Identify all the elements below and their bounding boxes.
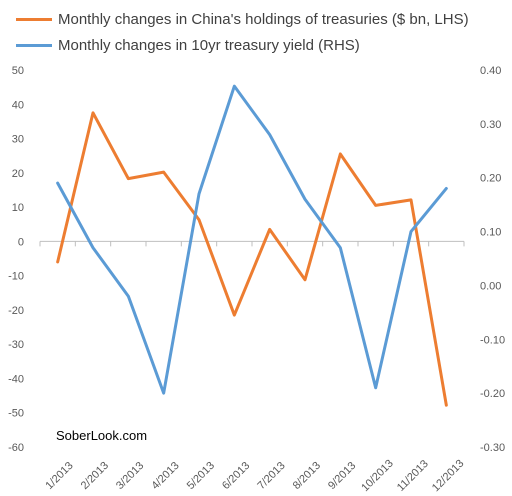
x-tick-label: 8/2013 [291,460,323,492]
y-right-tick-label: 0.00 [480,280,501,292]
y-right-tick-label: -0.30 [480,442,505,454]
legend-label-yield: Monthly changes in 10yr treasury yield (… [58,36,360,54]
x-tick-label: 10/2013 [359,458,396,495]
legend-swatch-holdings [16,17,52,21]
y-left-tick-label: -30 [8,339,24,351]
x-tick-label: 9/2013 [326,460,358,492]
y-left-tick-label: -60 [8,442,24,454]
watermark: SoberLook.com [56,428,148,443]
y-right-tick-label: -0.20 [480,388,505,400]
x-tick-label: 7/2013 [255,460,287,492]
y-left-tick-label: 30 [12,134,24,146]
y-left-tick-label: -10 [8,271,24,283]
x-tick-label: 11/2013 [395,458,431,494]
y-left-tick-label: -50 [8,408,24,420]
legend: Monthly changes in China's holdings of t… [16,6,469,58]
series-line-yield [56,84,448,395]
x-tick-label: 5/2013 [185,460,217,492]
y-right-tick-label: 0.40 [480,65,501,77]
y-left-tick-label: -20 [8,305,24,317]
x-tick-label: 4/2013 [149,460,181,492]
y-left-tick-label: 10 [12,202,24,214]
y-left-tick-label: 50 [12,65,24,77]
y-left-tick-label: 40 [12,99,24,111]
x-tick-label: 2/2013 [79,460,111,492]
x-tick-label: 12/2013 [430,458,467,495]
legend-item-yield: Monthly changes in 10yr treasury yield (… [16,32,469,58]
y-left-tick-label: 0 [18,236,24,248]
series-line-holdings [56,111,448,407]
legend-item-holdings: Monthly changes in China's holdings of t… [16,6,469,32]
y-right-tick-label: 0.20 [480,173,501,185]
y-right-tick-label: 0.10 [480,227,501,239]
x-tick-label: 1/2013 [43,460,75,492]
x-tick-label: 6/2013 [220,460,252,492]
y-right-tick-label: 0.30 [480,119,501,131]
legend-label-holdings: Monthly changes in China's holdings of t… [58,10,469,28]
legend-swatch-yield [16,43,52,47]
y-left-tick-label: 20 [12,168,24,180]
y-left-tick-label: -40 [8,373,24,385]
x-tick-label: 3/2013 [114,460,146,492]
y-right-tick-label: -0.10 [480,334,505,346]
